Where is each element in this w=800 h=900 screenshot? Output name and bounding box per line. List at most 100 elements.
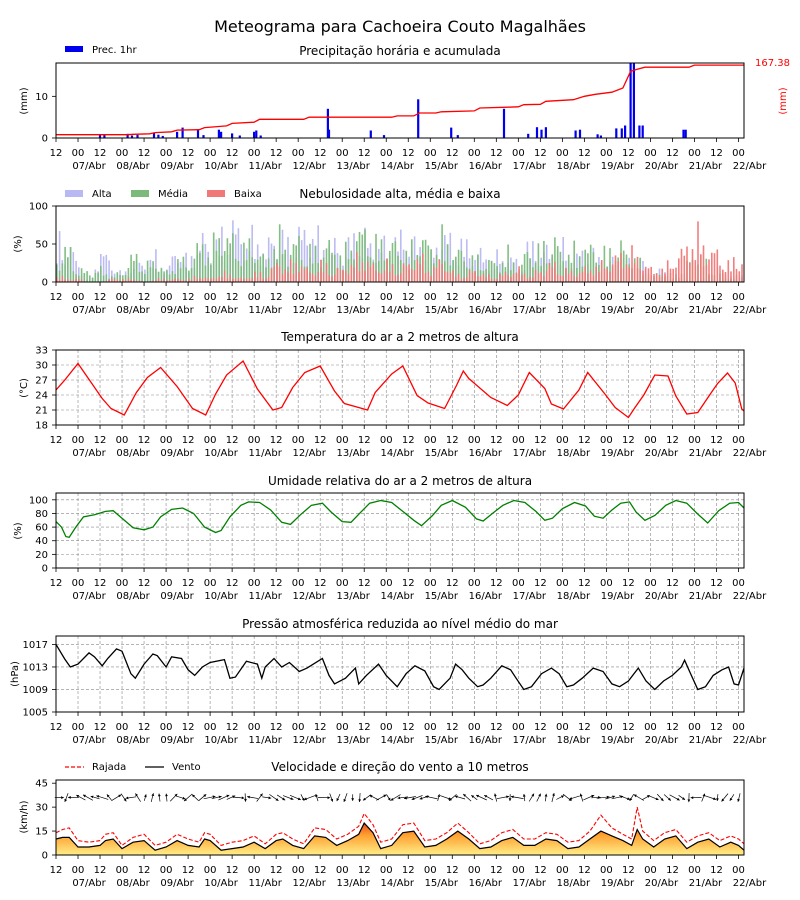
precip-bar (535, 127, 539, 138)
cloud-bar-media (460, 250, 463, 282)
cloud-bar-baixa (485, 277, 487, 282)
x-tick-hour-label: 00 (292, 148, 305, 159)
cloud-bar-media (543, 240, 545, 282)
cloud-bar-media (168, 274, 171, 282)
x-tick-day-label: 09/Abr (160, 448, 194, 459)
cloud-bar-media (292, 244, 295, 282)
cloud-bar-baixa (367, 261, 369, 282)
y-tick-label: 40 (35, 536, 48, 547)
cloud-bar-baixa (658, 276, 661, 282)
pressure-line (55, 644, 745, 691)
x-tick-day-label: 13/Abr (337, 305, 371, 316)
cloud-bar-baixa (254, 271, 256, 282)
cloud-bar-baixa (556, 274, 559, 282)
wind-direction-arrowhead (282, 797, 286, 801)
wind-legend-label-vento: Vento (172, 762, 201, 773)
cloud-bar-media (493, 263, 496, 282)
precip-bar (161, 135, 164, 138)
cloud-bar-baixa (218, 276, 220, 282)
cloud-bar-baixa (620, 253, 622, 282)
wind-direction-arrowhead (437, 794, 441, 798)
x-tick-hour-label: 00 (468, 578, 481, 589)
precip-bar (253, 131, 256, 139)
x-tick-hour-label: 12 (182, 722, 195, 733)
cloud-bar-baixa (306, 267, 308, 282)
x-tick-hour-label: 00 (248, 292, 261, 303)
cloud-bar-media (240, 266, 242, 282)
cloud-bar-baixa (501, 275, 504, 282)
cloud-bar-baixa (232, 279, 234, 282)
plot-frame (55, 779, 745, 856)
cloud-bar-baixa (256, 277, 259, 282)
cloud-bar-media (223, 251, 226, 282)
precip-bar (181, 127, 184, 138)
x-tick-hour-label: 00 (424, 578, 437, 589)
x-tick-hour-label: 12 (94, 435, 107, 446)
wind-direction-arrowhead (471, 795, 475, 798)
x-tick-hour-label: 00 (688, 865, 701, 876)
wind-direction-arrowhead (90, 795, 94, 799)
precip-bar (255, 130, 258, 138)
x-tick-day-label: 10/Abr (204, 878, 238, 889)
y-tick-label: 1017 (23, 640, 48, 651)
x-tick-hour-label: 12 (622, 578, 635, 589)
cloud-bar-baixa (441, 263, 443, 282)
cloud-bar-media (245, 260, 248, 282)
cloud-bar-baixa (267, 276, 270, 282)
cloud-bar-alta (105, 254, 108, 282)
x-tick-day-label: 13/Abr (337, 161, 371, 172)
x-tick-day-label: 19/Abr (601, 878, 635, 889)
cloud-bar-baixa (463, 277, 465, 282)
cloud-bar-baixa (292, 274, 295, 282)
cloud-bar-media (210, 264, 212, 282)
x-tick-hour-label: 12 (270, 578, 283, 589)
temperature-line (55, 359, 745, 419)
wind-direction-arrowhead (174, 793, 178, 797)
cloud-bar-baixa (444, 271, 446, 282)
wind-direction-arrowhead (411, 797, 415, 800)
cloud-bar-baixa (741, 264, 743, 282)
x-tick-hour-label: 12 (50, 148, 63, 159)
x-tick-day-label: 16/Abr (469, 448, 503, 459)
wind-direction-arrowhead (118, 794, 122, 798)
wind-direction-arrowhead (144, 794, 147, 798)
wind-direction-arrowhead (737, 798, 740, 802)
x-tick-hour-label: 12 (314, 148, 327, 159)
cloud-bar-baixa (422, 253, 424, 282)
cloud-bar-baixa (479, 276, 482, 282)
cloud-bar-media (130, 254, 132, 282)
x-tick-day-label: 08/Abr (116, 735, 150, 746)
cloud-bar-alta (545, 244, 548, 282)
cloud-bar-media (179, 268, 182, 282)
cloud-bar-baixa (664, 273, 666, 282)
y-tick-label: 24 (35, 391, 48, 402)
x-tick-day-label: 16/Abr (469, 305, 503, 316)
precip-bar (196, 129, 200, 138)
wind-direction-arrowhead (247, 795, 250, 799)
cloud-bar-baixa (653, 273, 655, 282)
wind-direction-arrowhead (304, 797, 307, 801)
cloud-bar-alta (251, 224, 253, 282)
wind-direction-arrowhead (552, 793, 555, 796)
x-tick-day-label: 14/Abr (381, 448, 415, 459)
x-tick-hour-label: 00 (556, 578, 569, 589)
x-tick-hour-label: 00 (204, 578, 217, 589)
y-tick-label: 100 (29, 202, 48, 213)
cloud-bar-baixa (248, 278, 251, 282)
cloud-bar-baixa (518, 266, 520, 282)
y-tick-label: 1005 (23, 708, 48, 719)
cloud-bar-baixa (369, 266, 372, 282)
cloud-bar-baixa (521, 275, 523, 282)
cloud-bar-media (358, 232, 361, 282)
x-tick-day-label: 18/Abr (557, 591, 591, 602)
x-tick-hour-label: 00 (160, 292, 173, 303)
cloud-bar-baixa (603, 268, 606, 282)
x-tick-hour-label: 12 (314, 722, 327, 733)
x-tick-day-label: 08/Abr (116, 878, 150, 889)
cloud-bar-media (218, 238, 220, 282)
cloud-bar-baixa (512, 273, 515, 282)
cloud-bar-baixa (666, 260, 669, 282)
x-tick-day-label: 20/Abr (645, 591, 679, 602)
y-tick-label: 30 (35, 361, 48, 372)
cloud-bar-media (262, 254, 264, 282)
